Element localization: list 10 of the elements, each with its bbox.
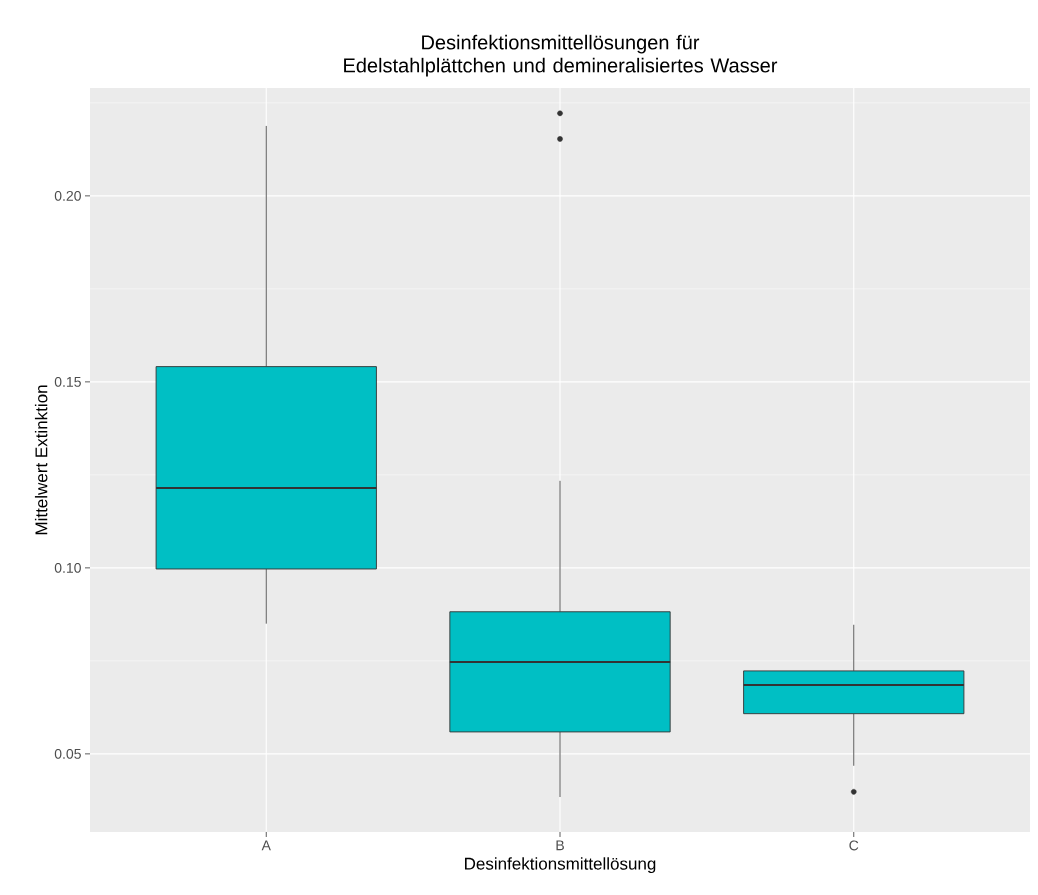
x-tick-label: C <box>849 840 859 851</box>
y-tick-label: 0.10 <box>54 562 81 573</box>
y-axis-title: Mittelwert Extinktion <box>34 385 48 535</box>
chart-title: Desinfektionsmittellösungen für Edelstahlplättchen und demineralisiertes Wasser <box>344 34 778 77</box>
y-tick-label: 0.20 <box>54 190 81 201</box>
y-tick-label: 0.15 <box>54 376 81 387</box>
x-tick-label: B <box>556 840 564 851</box>
x-axis-title: Desinfektionsmittellösung <box>465 857 656 874</box>
x-tick-label: A <box>261 840 271 851</box>
y-tick-label: 0.05 <box>54 748 81 759</box>
